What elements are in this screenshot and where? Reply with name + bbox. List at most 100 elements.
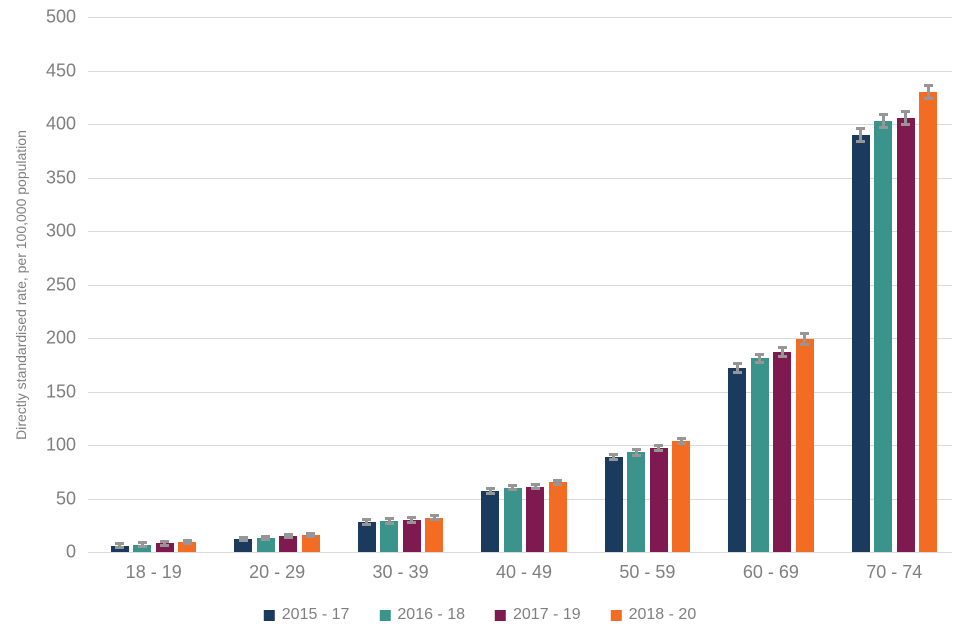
error-bar: [735, 363, 739, 373]
error-bar: [365, 519, 369, 525]
error-bar: [533, 484, 537, 489]
error-bar-cap: [856, 139, 866, 143]
error-bar: [140, 542, 144, 547]
error-bar-cap: [306, 534, 316, 538]
error-bar-cap: [609, 457, 619, 461]
x-tick-label: 30 - 39: [372, 562, 429, 582]
error-bar: [511, 485, 515, 490]
error-bar: [556, 480, 560, 485]
bar-2018-20-30-39: [425, 517, 444, 552]
error-bar: [241, 537, 245, 541]
x-tick-label: 40 - 49: [495, 562, 553, 582]
error-bar-cap: [182, 539, 192, 543]
error-bar-cap: [654, 449, 664, 453]
error-bar-cap: [800, 332, 810, 336]
legend: 2015 - 17 2016 - 18 2017 - 19 2018 - 20: [263, 606, 696, 624]
error-bar-cap: [553, 483, 563, 487]
error-bar-cap: [306, 531, 316, 535]
error-bar-cap: [732, 362, 742, 366]
error-bar-cap: [137, 544, 147, 548]
error-bar-cap: [160, 543, 170, 547]
y-tick-label: 350: [45, 167, 76, 187]
error-bar-cap: [676, 436, 686, 440]
error-bar-cap: [878, 112, 888, 116]
error-bar: [309, 533, 313, 537]
legend-item: 2017 - 19: [495, 606, 581, 624]
error-bar: [163, 541, 167, 546]
error-bar: [657, 445, 661, 451]
bar-2018-20-20-29: [301, 534, 320, 552]
y-tick-label: 200: [45, 327, 76, 348]
legend-item: 2016 - 18: [379, 606, 465, 624]
error-bar: [926, 85, 930, 99]
legend-label: 2017 - 19: [513, 606, 581, 623]
gridline: [88, 177, 952, 179]
gridline: [88, 391, 952, 393]
error-bar-cap: [362, 522, 372, 526]
gridline: [88, 17, 952, 18]
bar-2018-20-70-74: [919, 91, 938, 552]
legend-label: 2015 - 17: [281, 606, 350, 623]
gridline: [88, 445, 952, 446]
error-bar: [803, 333, 807, 345]
legend-swatch-icon: [379, 609, 391, 621]
bar-2018-20-60-69: [795, 339, 814, 552]
error-bar-cap: [777, 354, 787, 358]
error-bar-cap: [261, 534, 271, 538]
error-bar: [387, 518, 391, 524]
error-bar-cap: [508, 488, 518, 492]
error-bar-cap: [901, 109, 911, 113]
error-bar: [634, 449, 638, 456]
x-tick-label: 20 - 29: [249, 562, 306, 582]
error-bar: [264, 536, 268, 540]
error-bar-cap: [429, 518, 439, 522]
error-bar-cap: [115, 542, 125, 546]
y-tick-label: 250: [45, 274, 76, 294]
bar-2016-18-18-19: [133, 544, 152, 552]
error-bar: [859, 128, 863, 142]
bar-2015-17-50-59: [604, 456, 623, 552]
gridline: [88, 284, 952, 286]
error-bar-cap: [283, 536, 293, 540]
legend-swatch-icon: [610, 609, 622, 621]
error-bar: [780, 347, 784, 357]
error-bar-cap: [553, 478, 563, 482]
error-bar-cap: [261, 538, 271, 542]
error-bar-cap: [160, 540, 170, 544]
error-bar-cap: [182, 542, 192, 546]
error-bar-cap: [923, 96, 933, 100]
error-bar-cap: [631, 453, 641, 457]
y-tick-label: 150: [45, 381, 76, 401]
legend-swatch-icon: [263, 609, 275, 621]
error-bar-cap: [384, 517, 394, 521]
error-bar-cap: [530, 487, 540, 491]
error-bar: [612, 454, 616, 460]
error-bar: [904, 111, 908, 124]
bar-2016-18-70-74: [874, 120, 893, 552]
error-bar-cap: [923, 83, 933, 87]
error-bar-cap: [115, 545, 125, 549]
legend-swatch-icon: [495, 609, 506, 621]
error-bar: [488, 488, 492, 494]
gridline: [88, 70, 952, 72]
x-tick-label: 70 - 74: [866, 562, 923, 582]
gridline: [88, 231, 952, 232]
legend-label: 2016 - 18: [397, 606, 465, 623]
bar-2018-20-40-49: [548, 482, 567, 552]
gridline: [88, 124, 952, 125]
bar-2015-17-70-74: [851, 134, 870, 552]
error-bar-cap: [732, 370, 742, 374]
error-bar: [286, 534, 290, 538]
gridline: [88, 338, 952, 339]
y-axis-title: Directly standardised rate, per 100,000 …: [13, 130, 29, 440]
error-bar-cap: [777, 346, 787, 350]
error-bar: [881, 114, 885, 128]
error-bar-cap: [800, 342, 810, 346]
error-bar: [118, 543, 122, 548]
bar-2017-19-50-59: [649, 448, 668, 552]
error-bar-cap: [878, 125, 888, 129]
error-bar-cap: [485, 487, 495, 491]
gridline: [88, 552, 952, 553]
y-tick-label: 500: [45, 6, 76, 27]
error-bar-cap: [407, 516, 417, 520]
